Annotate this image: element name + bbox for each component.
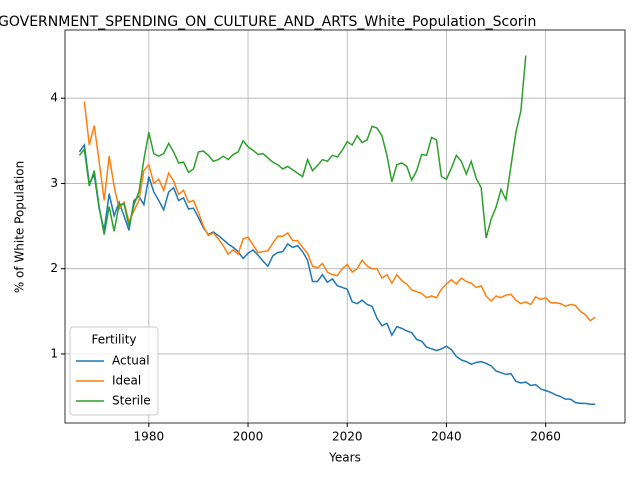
- x-tick-label: 2060: [530, 430, 561, 444]
- y-tick-label: 3: [50, 176, 58, 190]
- series-line: [78, 143, 596, 405]
- x-tick-label: 2040: [431, 430, 462, 444]
- legend-label: Sterile: [112, 394, 151, 408]
- legend-label: Actual: [112, 354, 150, 368]
- legend-title: Fertility: [91, 333, 136, 347]
- y-tick-label: 1: [50, 346, 58, 360]
- y-tick-label: 4: [50, 91, 58, 105]
- x-tick-label: 1980: [134, 430, 165, 444]
- x-tick-label: 2020: [332, 430, 363, 444]
- series-line: [78, 55, 527, 239]
- legend-label: Ideal: [112, 374, 141, 388]
- legend-box: [69, 326, 159, 416]
- plot-frame: [64, 29, 626, 424]
- series-line: [83, 101, 596, 322]
- y-tick-label: 2: [50, 261, 58, 275]
- legend: Fertility Actual Ideal Sterile: [69, 326, 159, 416]
- x-axis-label: Years: [328, 451, 361, 465]
- x-tick-label: 2000: [233, 430, 264, 444]
- y-axis-label: % of White Population: [13, 161, 27, 293]
- chart-title: GOVERNMENT_SPENDING_ON_CULTURE_AND_ARTS_…: [0, 14, 536, 30]
